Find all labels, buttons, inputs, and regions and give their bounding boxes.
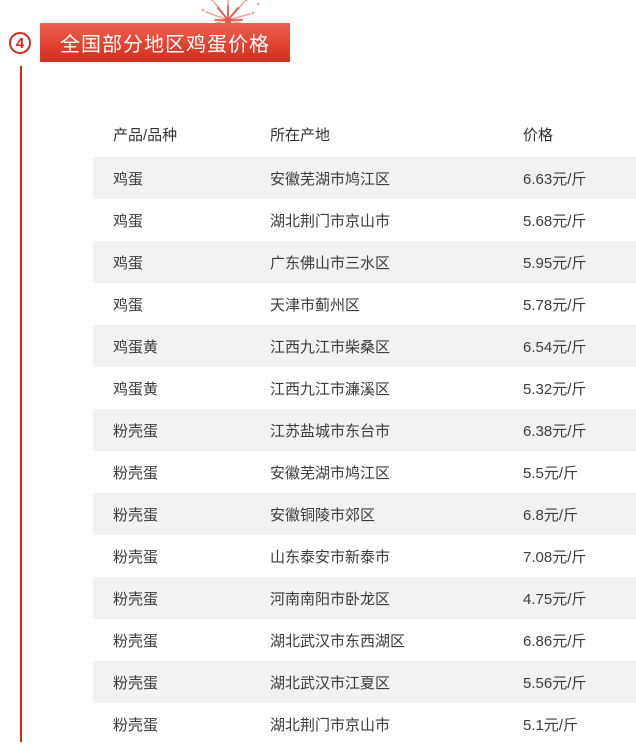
column-header-origin: 所在产地 [270,126,331,144]
cell-price: 6.86元/斤 [523,632,587,650]
egg-price-table: 产品/品种 所在产地 价格 鸡蛋 安徽芜湖市鸠江区 6.63元/斤 鸡蛋 湖北荆… [93,111,636,745]
table-row: 粉壳蛋 安徽铜陵市郊区 6.8元/斤 [93,493,636,535]
table-row: 粉壳蛋 湖北武汉市江夏区 5.56元/斤 [93,661,636,703]
section-number: 4 [15,34,25,52]
cell-product: 粉壳蛋 [113,632,159,650]
table-row: 粉壳蛋 湖北武汉市东西湖区 6.86元/斤 [93,619,636,661]
section-title-banner: 全国部分地区鸡蛋价格 [40,23,290,62]
cell-origin: 湖北武汉市东西湖区 [270,632,406,650]
table-row: 鸡蛋黄 江西九江市濂溪区 5.32元/斤 [93,367,636,409]
cell-origin: 广东佛山市三水区 [270,254,391,272]
cell-product: 鸡蛋 [113,296,144,314]
cell-product: 鸡蛋黄 [113,380,159,398]
cell-price: 5.56元/斤 [523,674,587,692]
table-row: 鸡蛋黄 江西九江市柴桑区 6.54元/斤 [93,325,636,367]
cell-price: 5.5元/斤 [523,464,579,482]
cell-price: 5.95元/斤 [523,254,587,272]
cell-origin: 天津市蓟州区 [270,296,361,314]
cell-product: 鸡蛋 [113,212,144,230]
column-header-product: 产品/品种 [113,126,178,144]
cell-price: 5.1元/斤 [523,716,579,734]
cell-product: 鸡蛋黄 [113,338,159,356]
cell-product: 鸡蛋 [113,254,144,272]
cell-price: 6.38元/斤 [523,422,587,440]
cell-price: 7.08元/斤 [523,548,587,566]
cell-price: 6.54元/斤 [523,338,587,356]
cell-product: 粉壳蛋 [113,464,159,482]
table-row: 鸡蛋 天津市蓟州区 5.78元/斤 [93,283,636,325]
table-row: 粉壳蛋 江苏盐城市东台市 6.38元/斤 [93,409,636,451]
table-row: 鸡蛋 湖北荆门市京山市 5.68元/斤 [93,199,636,241]
table-row: 粉壳蛋 河南南阳市卧龙区 4.75元/斤 [93,577,636,619]
cell-price: 4.75元/斤 [523,590,587,608]
cell-price: 5.68元/斤 [523,212,587,230]
cell-origin: 江苏盐城市东台市 [270,422,391,440]
left-guide-line [20,66,22,742]
cell-product: 鸡蛋 [113,170,144,188]
cell-origin: 山东泰安市新泰市 [270,548,391,566]
cell-product: 粉壳蛋 [113,674,159,692]
section-number-badge: 4 [9,32,31,54]
cell-origin: 湖北荆门市京山市 [270,716,391,734]
section-title: 全国部分地区鸡蛋价格 [60,34,270,56]
cell-price: 5.78元/斤 [523,296,587,314]
table-header-row: 产品/品种 所在产地 价格 [93,111,636,157]
cell-origin: 河南南阳市卧龙区 [270,590,391,608]
cell-price: 6.63元/斤 [523,170,587,188]
cell-origin: 湖北武汉市江夏区 [270,674,391,692]
cell-product: 粉壳蛋 [113,590,159,608]
column-header-price: 价格 [523,126,554,144]
cell-origin: 安徽铜陵市郊区 [270,506,376,524]
cell-origin: 江西九江市柴桑区 [270,338,391,356]
cell-price: 6.8元/斤 [523,506,579,524]
cell-origin: 安徽芜湖市鸠江区 [270,464,391,482]
cell-product: 粉壳蛋 [113,716,159,734]
cell-product: 粉壳蛋 [113,506,159,524]
cell-origin: 安徽芜湖市鸠江区 [270,170,391,188]
table-row: 粉壳蛋 山东泰安市新泰市 7.08元/斤 [93,535,636,577]
cell-price: 5.32元/斤 [523,380,587,398]
cell-origin: 江西九江市濂溪区 [270,380,391,398]
cell-origin: 湖北荆门市京山市 [270,212,391,230]
table-row: 粉壳蛋 安徽芜湖市鸠江区 5.5元/斤 [93,451,636,493]
table-row: 鸡蛋 安徽芜湖市鸠江区 6.63元/斤 [93,157,636,199]
table-row: 粉壳蛋 湖北荆门市京山市 5.1元/斤 [93,703,636,745]
cell-product: 粉壳蛋 [113,548,159,566]
cell-product: 粉壳蛋 [113,422,159,440]
table-row: 鸡蛋 广东佛山市三水区 5.95元/斤 [93,241,636,283]
